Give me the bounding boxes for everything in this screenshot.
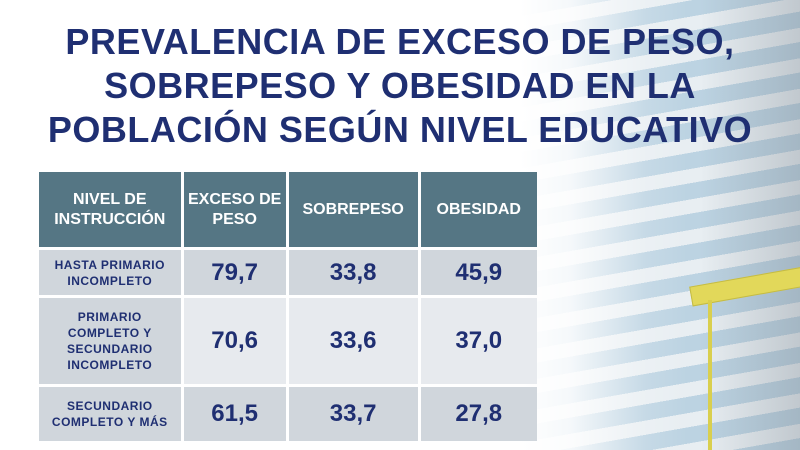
- header-nivel-instruccion: NIVEL DE INSTRUCCIÓN: [39, 172, 181, 247]
- cell-obesidad: 27,8: [420, 387, 537, 441]
- title-line-2: SOBREPESO Y OBESIDAD EN LA: [104, 65, 696, 106]
- background-photo-shadow: [700, 0, 800, 450]
- cell-obesidad: 45,9: [420, 250, 537, 295]
- title-line-3: POBLACIÓN SEGÚN NIVEL EDUCATIVO: [47, 109, 753, 150]
- cell-exceso-de-peso: 70,6: [183, 298, 286, 384]
- row-label: PRIMARIO COMPLETO Y SECUNDARIO INCOMPLET…: [39, 298, 181, 384]
- header-exceso-de-peso: EXCESO DE PESO: [183, 172, 286, 247]
- prevalence-table: NIVEL DE INSTRUCCIÓN EXCESO DE PESO SOBR…: [36, 169, 540, 444]
- cell-sobrepeso: 33,7: [288, 387, 418, 441]
- row-label: SECUNDARIO COMPLETO Y MÁS: [39, 387, 181, 441]
- cell-sobrepeso: 33,8: [288, 250, 418, 295]
- background-photo: [520, 0, 800, 450]
- table-row: HASTA PRIMARIO INCOMPLETO 79,7 33,8 45,9: [39, 250, 537, 295]
- header-obesidad: OBESIDAD: [420, 172, 537, 247]
- cell-obesidad: 37,0: [420, 298, 537, 384]
- row-label: HASTA PRIMARIO INCOMPLETO: [39, 250, 181, 295]
- measuring-tape-end-image: [708, 300, 712, 450]
- page-title: PREVALENCIA DE EXCESO DE PESO, SOBREPESO…: [20, 20, 780, 152]
- title-line-1: PREVALENCIA DE EXCESO DE PESO,: [65, 21, 735, 62]
- cell-exceso-de-peso: 61,5: [183, 387, 286, 441]
- cell-exceso-de-peso: 79,7: [183, 250, 286, 295]
- header-sobrepeso: SOBREPESO: [288, 172, 418, 247]
- table-row: PRIMARIO COMPLETO Y SECUNDARIO INCOMPLET…: [39, 298, 537, 384]
- table-header-row: NIVEL DE INSTRUCCIÓN EXCESO DE PESO SOBR…: [39, 172, 537, 247]
- table-row: SECUNDARIO COMPLETO Y MÁS 61,5 33,7 27,8: [39, 387, 537, 441]
- cell-sobrepeso: 33,6: [288, 298, 418, 384]
